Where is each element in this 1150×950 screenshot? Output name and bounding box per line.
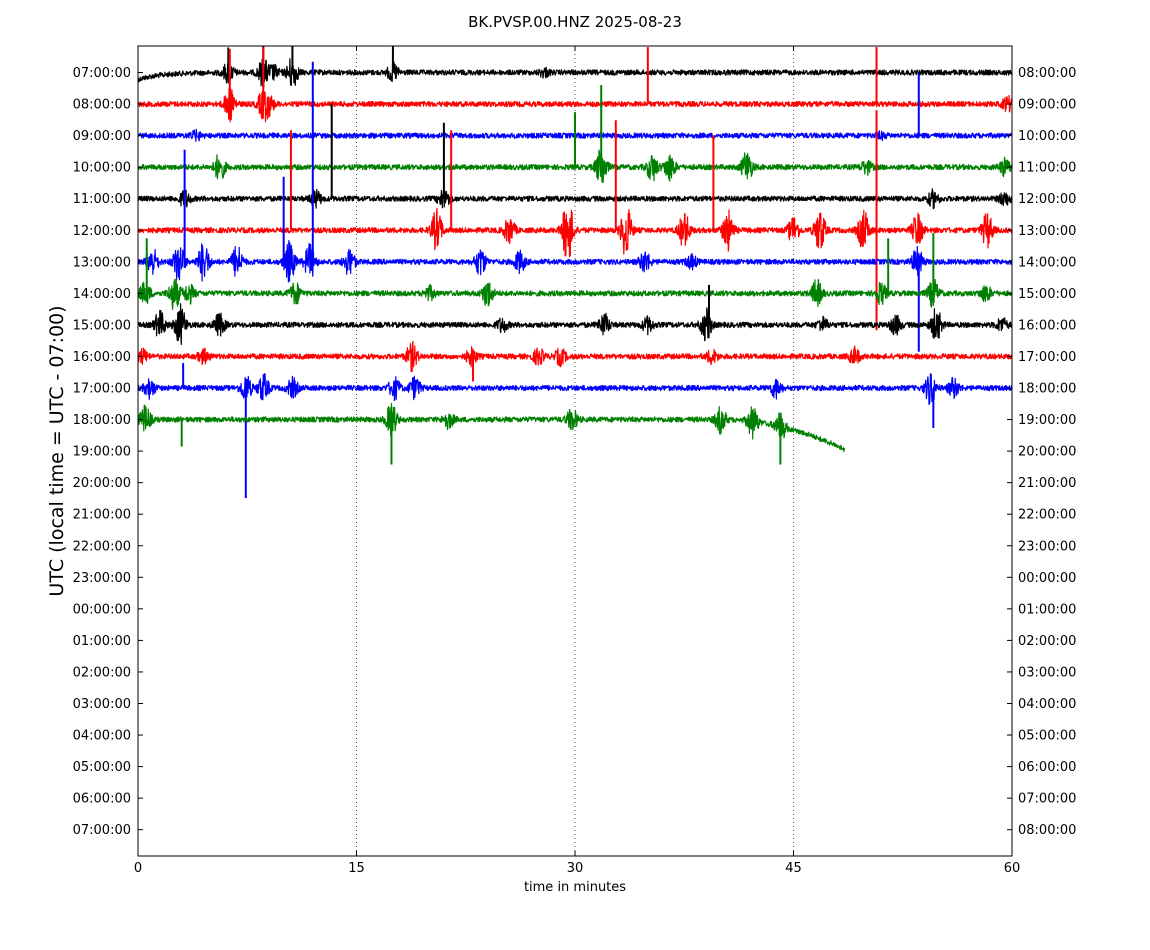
y-tick-label-left: 17:00:00: [73, 382, 131, 397]
y-tick-label-right: 20:00:00: [1018, 445, 1076, 460]
y-tick-label-right: 00:00:00: [1018, 571, 1076, 586]
y-tick-label-right: 02:00:00: [1018, 634, 1076, 649]
y-tick-label-left: 04:00:00: [73, 729, 131, 744]
x-tick-label-30: 30: [567, 861, 584, 876]
y-axis-label: UTC (local time = UTC - 07:00): [46, 305, 68, 596]
y-tick-label-right: 06:00:00: [1018, 760, 1076, 775]
axis-ticks: 0 15 30 45 60 07:00:00 08:00:00 09:00:00 10:00:0…: [73, 46, 1076, 876]
y-tick-label-right: 13:00:00: [1018, 224, 1076, 239]
y-tick-label-left: 21:00:00: [73, 508, 131, 523]
y-tick-label-right: 22:00:00: [1018, 508, 1076, 523]
y-tick-label-right: 15:00:00: [1018, 287, 1076, 302]
y-tick-label-right: 11:00:00: [1018, 161, 1076, 176]
trace-row-5: [137, 207, 1013, 258]
y-tick-label-left: 14:00:00: [73, 287, 131, 302]
y-tick-label-right: 07:00:00: [1018, 792, 1076, 807]
y-tick-label-right: 14:00:00: [1018, 255, 1076, 270]
y-tick-label-left: 20:00:00: [73, 476, 131, 491]
y-tick-label-left: 00:00:00: [73, 602, 131, 617]
y-tick-label-left: 11:00:00: [73, 192, 131, 207]
y-tick-label-left: 23:00:00: [73, 571, 131, 586]
y-tick-label-right: 04:00:00: [1018, 697, 1076, 712]
y-tick-label-right: 12:00:00: [1018, 192, 1076, 207]
trace-row-9: [137, 340, 1013, 373]
y-tick-label-right: 17:00:00: [1018, 350, 1076, 365]
y-tick-label-left: 05:00:00: [73, 760, 131, 775]
chart-title: BK.PVSP.00.HNZ 2025-08-23: [468, 13, 682, 31]
seismogram-traces: [137, 46, 1013, 498]
y-tick-label-left: 12:00:00: [73, 224, 131, 239]
trace-row-10: [137, 373, 1013, 406]
trace-row-11: [137, 402, 846, 453]
y-tick-label-left: 07:00:00: [73, 66, 131, 81]
y-tick-label-left: 10:00:00: [73, 161, 131, 176]
y-tick-label-right: 23:00:00: [1018, 539, 1076, 554]
y-tick-label-left: 13:00:00: [73, 255, 131, 270]
trace-row-7: [137, 278, 1013, 310]
y-tick-label-right: 19:00:00: [1018, 413, 1076, 428]
y-tick-label-left: 08:00:00: [73, 98, 131, 113]
y-tick-label-left: 09:00:00: [73, 129, 131, 144]
x-tick-label-60: 60: [1004, 861, 1021, 876]
x-tick-label-45: 45: [785, 861, 802, 876]
y-tick-label-right: 21:00:00: [1018, 476, 1076, 491]
x-axis-label: time in minutes: [524, 880, 626, 895]
y-tick-label-right: 08:00:00: [1018, 823, 1076, 838]
y-tick-label-left: 16:00:00: [73, 350, 131, 365]
y-tick-label-left: 01:00:00: [73, 634, 131, 649]
y-tick-label-right: 01:00:00: [1018, 602, 1076, 617]
y-tick-label-left: 06:00:00: [73, 792, 131, 807]
trace-row-0: [137, 58, 1013, 89]
vertical-grid-lines: [356, 46, 794, 856]
y-tick-label-right: 18:00:00: [1018, 382, 1076, 397]
y-tick-label-left: 02:00:00: [73, 665, 131, 680]
y-tick-label-right: 05:00:00: [1018, 729, 1076, 744]
y-tick-label-left: 07:00:00: [73, 823, 131, 838]
y-tick-label-right: 08:00:00: [1018, 66, 1076, 81]
trace-row-8: [137, 303, 1013, 346]
y-tick-label-left: 18:00:00: [73, 413, 131, 428]
y-tick-label-left: 15:00:00: [73, 318, 131, 333]
y-tick-label-left: 22:00:00: [73, 539, 131, 554]
y-tick-label-left: 03:00:00: [73, 697, 131, 712]
y-tick-label-right: 09:00:00: [1018, 98, 1076, 113]
y-tick-label-left: 19:00:00: [73, 445, 131, 460]
x-tick-label-0: 0: [134, 861, 142, 876]
trace-row-1: [137, 87, 1013, 123]
y-tick-label-right: 16:00:00: [1018, 318, 1076, 333]
y-tick-label-right: 10:00:00: [1018, 129, 1076, 144]
x-tick-label-15: 15: [348, 861, 365, 876]
trace-row-3: [137, 149, 1013, 184]
y-tick-label-right: 03:00:00: [1018, 665, 1076, 680]
